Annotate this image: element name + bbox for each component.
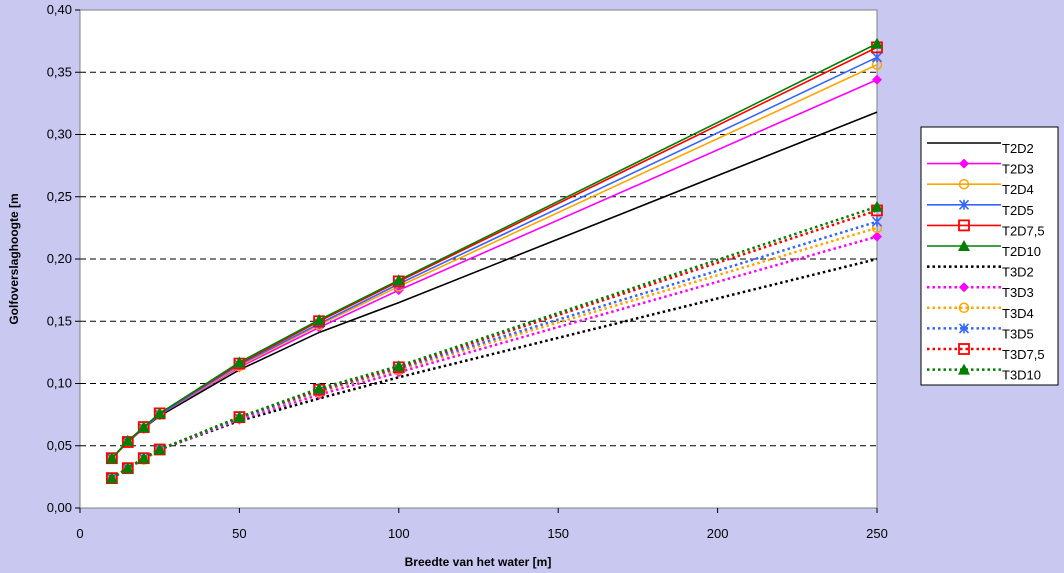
data-point [872,74,882,85]
legend-label: T2D10 [1002,244,1041,259]
data-point [958,199,970,210]
data-point [958,363,970,375]
legend-label: T2D7,5 [1002,223,1045,238]
y-axis-ticks: 0,00 0,05 0,10 0,15 0,20 0,25 0,30 0,35 0,40 [47,2,80,515]
series-group [105,37,883,485]
x-tick-label: 50 [232,526,246,541]
legend-items: T2D2 T2D3 T2D4 T2D5 T2D7,5 T2D10 T3D2 T3D3 T3D4 T… [927,141,1045,383]
series-line [111,257,878,480]
legend-label: T3D7,5 [1002,347,1045,362]
y-tick-label: 0,10 [47,376,72,391]
x-tick-label: 100 [388,526,410,541]
y-tick-label: 0,20 [47,251,72,266]
x-tick-label: 0 [76,526,83,541]
legend-label: T2D4 [1002,182,1034,197]
series-line [111,42,878,459]
series-t3d2 [111,257,878,480]
y-tick-label: 0,35 [47,64,72,79]
y-tick-label: 0,25 [47,189,72,204]
legend-item: T2D5 [927,199,1034,218]
data-point [872,231,882,242]
y-tick-label: 0,00 [47,500,72,515]
data-point [958,323,970,334]
x-tick-label: 250 [866,526,888,541]
legend-item: T3D5 [927,323,1034,341]
y-tick-label: 0,05 [47,438,72,453]
legend-item: T2D3 [927,158,1034,177]
legend-label: T3D10 [1002,368,1041,383]
data-point [871,37,883,49]
series-line [111,235,878,480]
legend-label: T3D5 [1002,326,1034,341]
legend-item: T3D7,5 [927,343,1045,362]
data-point [958,343,970,355]
y-tick-label: 0,40 [47,2,72,17]
data-point [958,240,970,251]
data-point [871,52,883,63]
data-point [392,274,405,286]
data-point [958,302,970,314]
legend-item: T2D4 [927,178,1034,197]
legend-item: T3D2 [927,265,1034,280]
data-point [121,462,134,474]
legend-item: T2D7,5 [927,219,1045,238]
legend-label: T2D5 [1002,203,1034,218]
series-t2d10 [105,37,883,464]
data-point [153,443,166,455]
legend-label: T2D3 [1002,162,1034,177]
data-point [137,452,150,464]
x-axis-ticks: 0 50 100 150 200 250 [76,508,888,541]
legend-label: T3D2 [1002,265,1034,280]
data-point [958,178,970,190]
data-point [105,452,118,464]
y-tick-label: 0,15 [47,313,72,328]
legend-item: T2D10 [927,240,1041,259]
legend-label: T3D3 [1002,285,1034,300]
legend-label: T2D2 [1002,141,1034,156]
data-point [959,282,969,293]
data-point [105,472,118,484]
legend-item: T3D10 [927,363,1041,383]
data-point [392,360,405,372]
data-point [313,382,326,394]
legend-item: T3D4 [927,302,1034,321]
data-point [121,434,134,446]
legend-item: T3D3 [927,282,1034,300]
y-tick-label: 0,30 [47,127,72,142]
data-point [313,314,326,326]
data-point [959,158,969,169]
x-tick-label: 150 [547,526,569,541]
data-point [871,216,883,227]
data-point [233,411,246,423]
data-point [958,219,970,232]
legend-label: T3D4 [1002,306,1034,321]
x-axis-title: Breedte van het water [m] [405,555,552,569]
data-point [153,407,166,419]
legend-box [920,126,1059,386]
legend-item: T2D2 [927,141,1034,156]
series-t3d10 [105,200,883,484]
data-point [871,200,883,212]
legend: T2D2 T2D3 T2D4 T2D5 T2D7,5 T2D10 T3D2 T3D3 T3D4 T… [920,126,1059,386]
x-tick-label: 200 [707,526,729,541]
data-point [233,356,246,368]
data-point [137,421,150,433]
y-axis-title: Golfoverslaghoogte [m [7,193,21,324]
